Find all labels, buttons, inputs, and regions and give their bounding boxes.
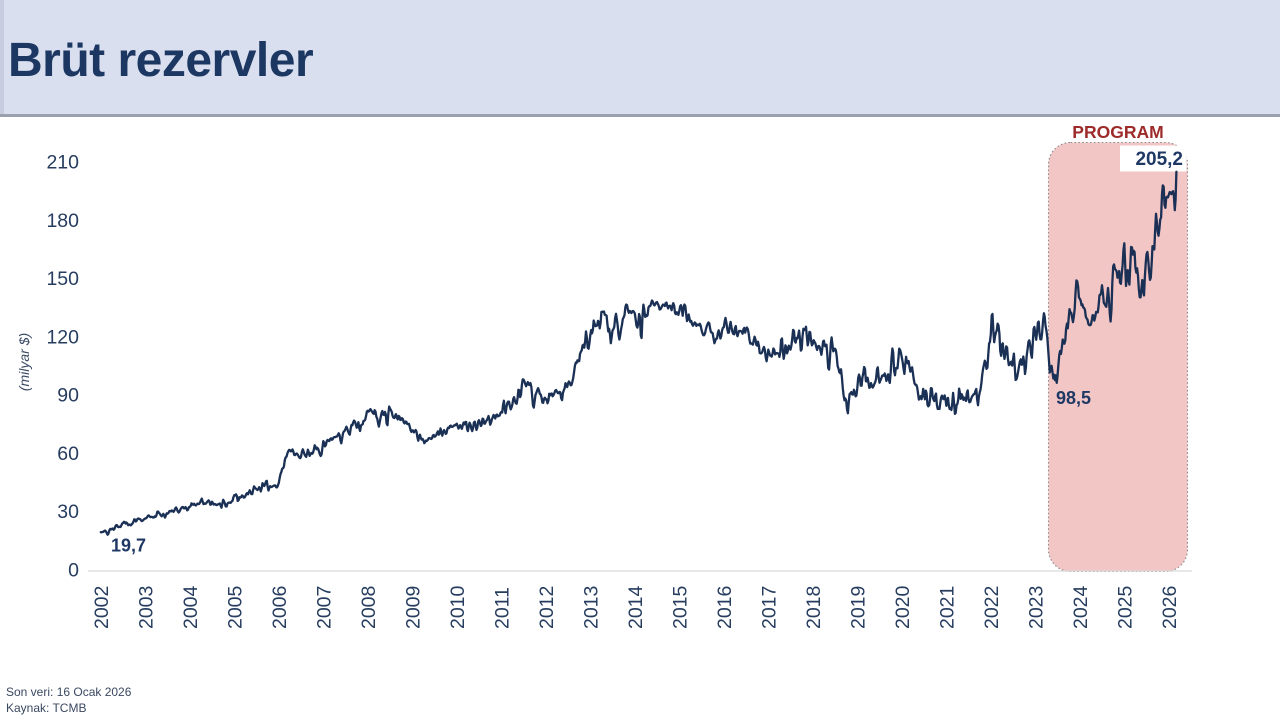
svg-text:210: 210 <box>46 152 79 174</box>
svg-text:2012: 2012 <box>536 586 558 629</box>
svg-text:PROGRAM: PROGRAM <box>1072 122 1163 142</box>
svg-text:2022: 2022 <box>981 586 1003 629</box>
svg-text:(milyar $): (milyar $) <box>16 333 32 391</box>
svg-text:2009: 2009 <box>402 586 424 629</box>
svg-text:2011: 2011 <box>491 587 513 629</box>
svg-text:2015: 2015 <box>669 585 691 629</box>
svg-text:90: 90 <box>57 385 79 407</box>
svg-text:2019: 2019 <box>847 586 869 629</box>
svg-text:30: 30 <box>57 501 79 523</box>
svg-text:2018: 2018 <box>803 586 825 629</box>
svg-text:2003: 2003 <box>135 586 157 629</box>
svg-text:2007: 2007 <box>313 586 335 629</box>
svg-text:2021: 2021 <box>936 586 958 629</box>
svg-text:19,7: 19,7 <box>111 536 146 556</box>
svg-text:2026: 2026 <box>1159 586 1181 629</box>
svg-text:60: 60 <box>57 443 79 465</box>
svg-text:2025: 2025 <box>1114 585 1136 629</box>
svg-text:2014: 2014 <box>625 585 647 629</box>
svg-text:2004: 2004 <box>180 585 202 629</box>
svg-text:2013: 2013 <box>580 586 602 629</box>
svg-text:180: 180 <box>46 210 79 232</box>
svg-text:2016: 2016 <box>714 586 736 629</box>
svg-text:0: 0 <box>68 560 79 582</box>
svg-text:2017: 2017 <box>758 586 780 629</box>
svg-text:2008: 2008 <box>358 586 380 629</box>
svg-text:2006: 2006 <box>269 586 291 629</box>
svg-text:2020: 2020 <box>892 585 914 629</box>
svg-text:2010: 2010 <box>447 585 469 629</box>
svg-text:2002: 2002 <box>91 586 113 629</box>
svg-text:2024: 2024 <box>1070 585 1092 629</box>
svg-text:205,2: 205,2 <box>1135 149 1183 170</box>
svg-text:98,5: 98,5 <box>1056 388 1091 408</box>
svg-text:150: 150 <box>46 268 79 290</box>
svg-text:2005: 2005 <box>224 585 246 629</box>
svg-text:2023: 2023 <box>1025 586 1047 629</box>
svg-text:120: 120 <box>46 326 79 348</box>
